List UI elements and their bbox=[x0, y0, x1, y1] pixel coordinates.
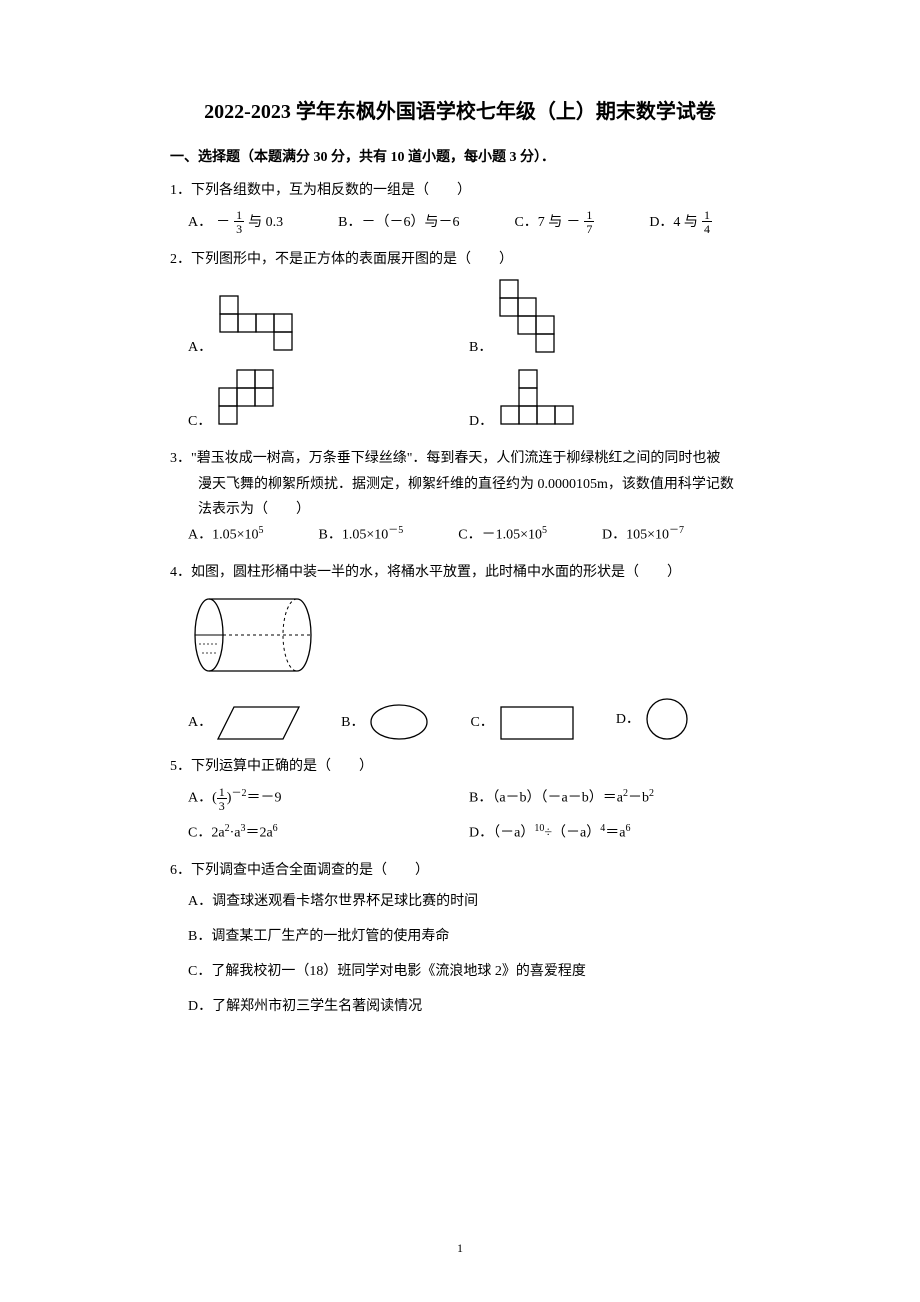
q3-option-c: C．－1.05×105 bbox=[458, 522, 547, 548]
exam-title: 2022-2023 学年东枫外国语学校七年级（上）期末数学试卷 bbox=[170, 95, 750, 124]
q6-option-a: A．调查球迷观看卡塔尔世界杯足球比赛的时间 bbox=[188, 889, 750, 914]
q2-option-d: D． bbox=[469, 368, 750, 434]
q5-option-d: D．（－a）10÷（－a）4＝a6 bbox=[469, 820, 750, 846]
question-1: 1．下列各组数中，互为相反数的一组是（ ） A． － 13 与 0.3 B．－（… bbox=[170, 178, 750, 235]
q6-option-d: D．了解郑州市初三学生名著阅读情况 bbox=[188, 994, 750, 1019]
q1-text: 1．下列各组数中，互为相反数的一组是（ ） bbox=[170, 178, 750, 203]
question-3: 3．"碧玉妆成一树高，万条垂下绿丝绦"．每到春天，人们流连于柳绿桃红之间的同时也… bbox=[170, 446, 750, 547]
q5-option-c: C．2a2·a3＝2a6 bbox=[188, 820, 469, 846]
q3-option-a: A．1.05×105 bbox=[188, 522, 264, 548]
q3-option-d: D．105×10－7 bbox=[602, 522, 684, 548]
parallelogram-icon bbox=[216, 702, 301, 742]
page-number: 1 bbox=[0, 1241, 920, 1256]
q5-option-b: B．（a－b）（－a－b）＝a2－b2 bbox=[469, 785, 750, 811]
question-2: 2．下列图形中，不是正方体的表面展开图的是（ ） A． B． C． D． bbox=[170, 247, 750, 434]
q1-option-b: B．－（－6）与－6 bbox=[338, 210, 459, 235]
q1-option-a: A． － 13 与 0.3 bbox=[188, 209, 283, 235]
cube-net-icon bbox=[499, 368, 589, 434]
q3-option-b: B．1.05×10－5 bbox=[319, 522, 404, 548]
question-4: 4．如图，圆柱形桶中装一半的水，将桶水平放置，此时桶中水面的形状是（ ） A． … bbox=[170, 560, 750, 742]
q6-text: 6．下列调查中适合全面调查的是（ ） bbox=[170, 858, 750, 883]
q4-text: 4．如图，圆柱形桶中装一半的水，将桶水平放置，此时桶中水面的形状是（ ） bbox=[170, 560, 750, 585]
fraction-icon: 17 bbox=[584, 209, 594, 235]
q3-line1: 3．"碧玉妆成一树高，万条垂下绿丝绦"．每到春天，人们流连于柳绿桃红之间的同时也… bbox=[170, 446, 750, 471]
question-5: 5．下列运算中正确的是（ ） A．(13)－2＝－9 B．（a－b）（－a－b）… bbox=[170, 754, 750, 845]
q5-text: 5．下列运算中正确的是（ ） bbox=[170, 754, 750, 779]
q3-line3: 法表示为（ ） bbox=[170, 497, 750, 522]
fraction-icon: 13 bbox=[217, 786, 227, 812]
q2-option-c: C． bbox=[188, 368, 469, 434]
fraction-icon: 13 bbox=[234, 209, 244, 235]
cylinder-icon bbox=[188, 591, 318, 679]
q5-option-a: A．(13)－2＝－9 bbox=[188, 785, 469, 811]
section-1-header: 一、选择题（本题满分 30 分，共有 10 道小题，每小题 3 分）． bbox=[170, 146, 750, 166]
q1-option-d: D．4 与 14 bbox=[649, 209, 712, 235]
cube-net-icon bbox=[498, 278, 570, 360]
q1-option-c: C．7 与 － 17 bbox=[514, 209, 594, 235]
q6-option-b: B．调查某工厂生产的一批灯管的使用寿命 bbox=[188, 924, 750, 949]
fraction-icon: 14 bbox=[702, 209, 712, 235]
q4-option-b: B． bbox=[341, 702, 430, 742]
circle-icon bbox=[644, 696, 690, 742]
q3-line2: 漫天飞舞的柳絮所烦扰．据测定，柳絮纤维的直径约为 0.0000105m，该数值用… bbox=[170, 472, 750, 497]
q2-option-b: B． bbox=[469, 278, 750, 360]
question-6: 6．下列调查中适合全面调查的是（ ） A．调查球迷观看卡塔尔世界杯足球比赛的时间… bbox=[170, 858, 750, 1020]
q4-option-c: C． bbox=[470, 702, 575, 742]
q2-option-a: A． bbox=[188, 278, 469, 360]
ellipse-icon bbox=[368, 702, 430, 742]
rectangle-icon bbox=[498, 702, 576, 742]
q2-text: 2．下列图形中，不是正方体的表面展开图的是（ ） bbox=[170, 247, 750, 272]
q6-option-c: C．了解我校初一（18）班同学对电影《流浪地球 2》的喜爱程度 bbox=[188, 959, 750, 984]
cube-net-icon bbox=[217, 368, 289, 434]
q4-option-d: D． bbox=[616, 696, 690, 742]
cube-net-icon bbox=[218, 294, 308, 360]
q4-option-a: A． bbox=[188, 702, 301, 742]
